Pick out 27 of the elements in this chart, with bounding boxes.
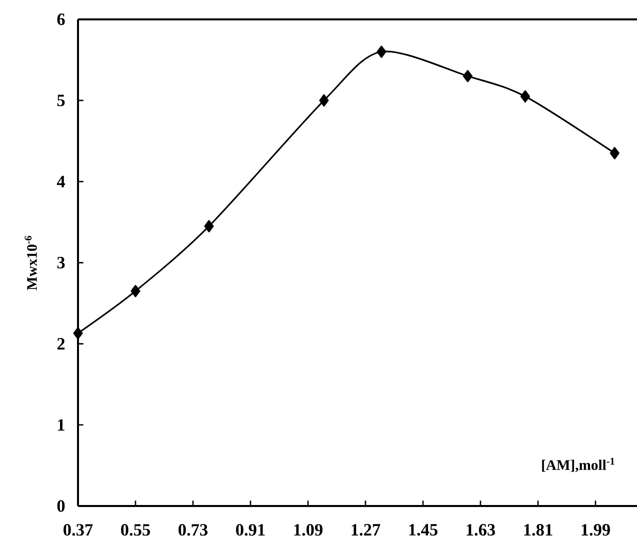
point bbox=[520, 90, 530, 102]
point bbox=[130, 284, 140, 298]
x-tick-label: 0.55 bbox=[121, 524, 150, 536]
x-tick-label: 0.37 bbox=[64, 524, 93, 536]
point bbox=[610, 147, 620, 160]
x-tick-label: 1.99 bbox=[582, 524, 610, 536]
y-tick-label: 4 bbox=[56, 176, 65, 188]
point bbox=[204, 220, 214, 232]
x-tick-label: 1.09 bbox=[294, 524, 322, 536]
x-tick-label: 1.27 bbox=[352, 524, 380, 536]
y-tick-label: 3 bbox=[57, 256, 65, 268]
y-axis-title: Mwx10$^{-6}$ bbox=[24, 236, 37, 290]
x-tick-label: 0.91 bbox=[236, 524, 265, 536]
y-tick-label: 1 bbox=[58, 419, 64, 431]
y-tick-label: 2 bbox=[57, 338, 65, 350]
x-tick-label: 1.81 bbox=[524, 524, 552, 536]
x-axis-title: [AM],moll$^{-1}$ bbox=[542, 458, 614, 472]
y-tick-label: 5 bbox=[57, 94, 65, 106]
point bbox=[319, 94, 329, 107]
point bbox=[462, 70, 472, 82]
x-tick-label: 1.45 bbox=[409, 524, 438, 536]
y-tick-label: 6 bbox=[57, 14, 65, 26]
point bbox=[73, 327, 83, 340]
point bbox=[376, 46, 386, 58]
x-tick-label: 1.63 bbox=[466, 524, 496, 536]
x-tick-label: 0.73 bbox=[178, 524, 208, 536]
y-tick-label: 0 bbox=[57, 500, 65, 512]
